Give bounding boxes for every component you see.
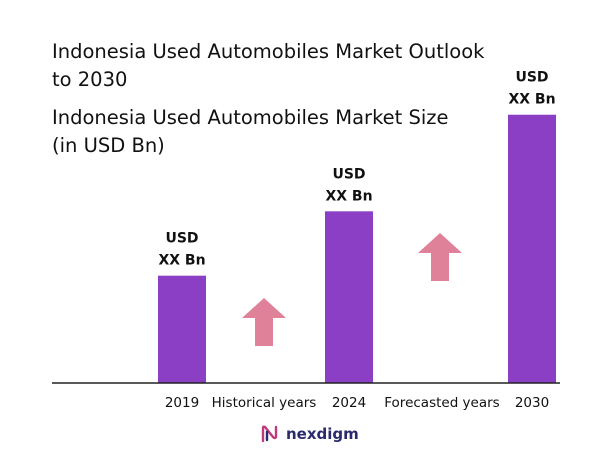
x-tick-2019: 2019 <box>165 395 199 411</box>
bar-2019 <box>158 275 206 383</box>
data-label-2024-line-1: USD <box>332 166 365 182</box>
chart-subtitle: Indonesia Used Automobiles Market Size (… <box>52 104 482 160</box>
data-label-2030-line-1: USD <box>515 70 548 86</box>
logo-text: nexdigm <box>286 425 359 443</box>
nexdigm-logo: nexdigm <box>260 424 359 444</box>
chart-subtitle-line-1: Indonesia Used Automobiles Market Size <box>52 106 449 129</box>
labels-group: USD XX Bn 2019 USD XX Bn 2024 USD XX Bn 2030 Hist… <box>158 70 555 411</box>
growth-arrow-up-icon-forecasted <box>418 233 462 281</box>
data-label-2019-line-2: XX Bn <box>158 253 205 269</box>
data-label-2030-line-2: XX Bn <box>508 92 555 108</box>
chart-title: Indonesia Used Automobiles Market Outloo… <box>52 38 522 94</box>
chart-title-line-1: Indonesia Used Automobiles Market Outloo… <box>52 40 485 63</box>
x-tick-2024: 2024 <box>332 395 366 411</box>
bar-2024 <box>325 211 373 383</box>
growth-arrow-up-icon-historical <box>242 298 286 346</box>
chart-subtitle-line-2: (in USD Bn) <box>52 134 165 157</box>
data-label-2024-line-2: XX Bn <box>325 188 372 204</box>
annotation-historical: Historical years <box>212 395 317 411</box>
bars-group <box>158 114 556 383</box>
growth-arrows-group <box>242 233 462 346</box>
bar-2030 <box>508 114 556 383</box>
x-tick-2030: 2030 <box>515 395 549 411</box>
nexdigm-logo-icon <box>261 425 278 443</box>
annotation-forecasted: Forecasted years <box>384 395 499 411</box>
data-label-2019-line-1: USD <box>165 231 198 247</box>
chart-title-line-2: to 2030 <box>52 68 128 91</box>
